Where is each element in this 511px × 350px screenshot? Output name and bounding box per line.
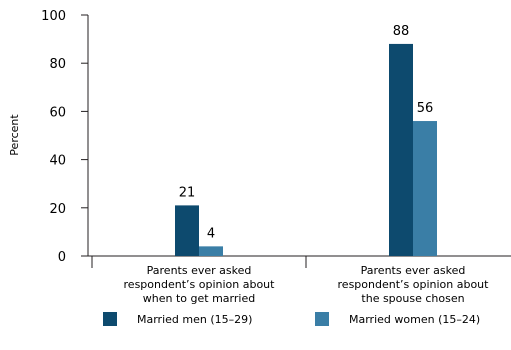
x-category-label-1-line-0: Parents ever asked — [361, 264, 466, 277]
y-axis: 0 20 40 60 80 100 Percent — [8, 9, 89, 265]
data-labels: 21 88 4 56 — [179, 24, 434, 241]
y-axis-label: Percent — [8, 114, 21, 156]
legend-swatch-0 — [103, 312, 117, 326]
y-ticks: 0 20 40 60 80 100 — [41, 9, 88, 265]
bar-series1-cat0 — [199, 246, 223, 256]
y-tick-label-1: 20 — [49, 202, 66, 217]
data-label-series0-cat1: 88 — [393, 24, 410, 39]
data-label-series1-cat0: 4 — [207, 226, 215, 241]
x-category-label-0-line-1: respondent’s opinion about — [124, 278, 276, 291]
bar-series1-cat1 — [413, 121, 437, 256]
x-category-label-1-line-2: the spouse chosen — [361, 292, 464, 305]
x-category-label-0-line-0: Parents ever asked — [147, 264, 252, 277]
legend-swatch-1 — [315, 312, 329, 326]
y-tick-label-0: 0 — [58, 250, 66, 265]
x-category-label-0-line-2: when to get married — [143, 292, 255, 305]
data-label-series0-cat0: 21 — [179, 185, 196, 200]
x-category-label-1-line-1: respondent’s opinion about — [338, 278, 490, 291]
legend: Married men (15–29) Married women (15–24) — [103, 312, 480, 326]
y-tick-label-4: 80 — [49, 57, 66, 72]
y-tick-label-3: 60 — [49, 105, 66, 120]
bar-series0-cat0 — [175, 205, 199, 256]
data-label-series1-cat1: 56 — [417, 101, 434, 116]
legend-label-1: Married women (15–24) — [349, 313, 480, 326]
bar-series0-cat1 — [389, 43, 413, 256]
y-tick-label-5: 100 — [41, 9, 66, 24]
bars — [175, 43, 437, 256]
legend-label-0: Married men (15–29) — [137, 313, 252, 326]
y-tick-label-2: 40 — [49, 154, 66, 169]
